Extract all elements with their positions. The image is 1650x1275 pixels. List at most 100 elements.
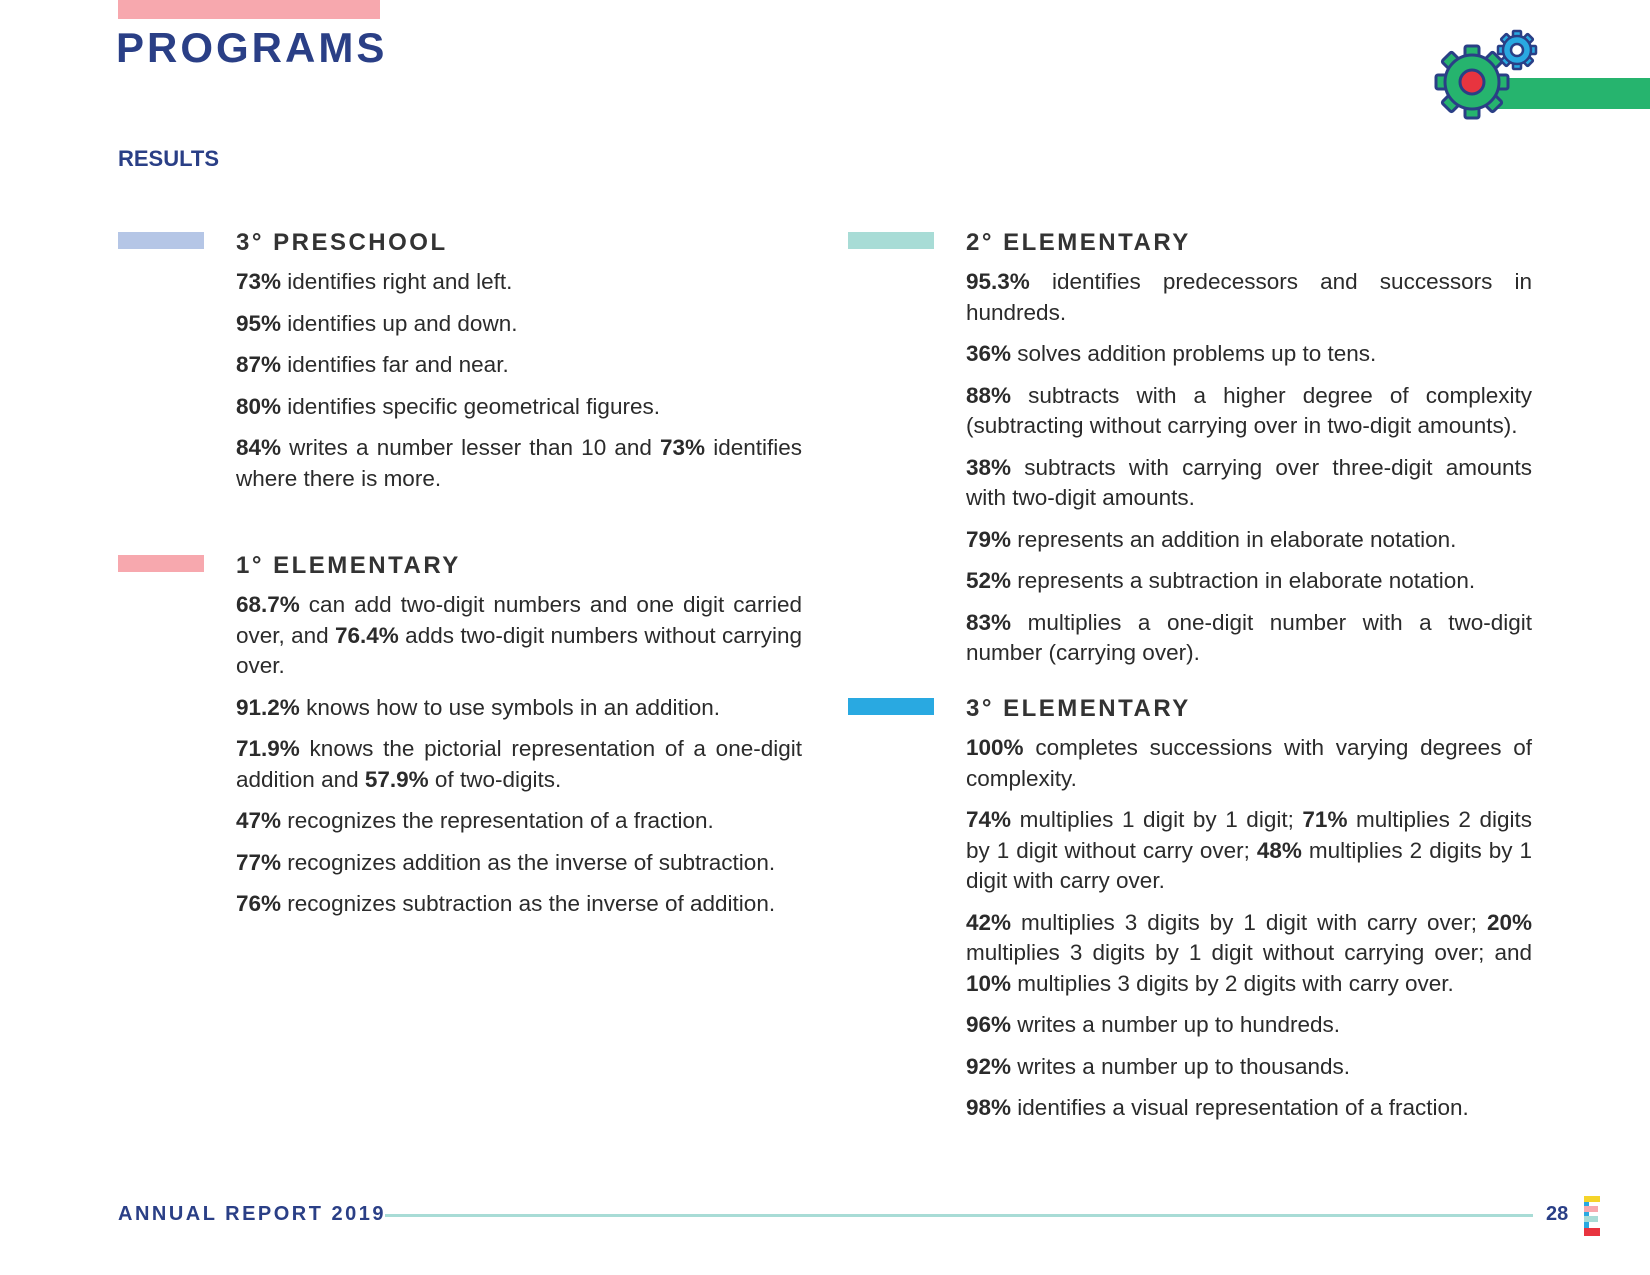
result-item: 96% writes a number up to hundreds. <box>966 1010 1532 1041</box>
stat-value: 73% <box>236 269 282 294</box>
section-heading: 3° PRESCHOOL <box>236 229 448 256</box>
result-item: 47% recognizes the representation of a f… <box>236 806 802 837</box>
footer-report: ANNUAL REPORT 2019 <box>118 1203 387 1225</box>
stat-value: 84% <box>236 435 282 460</box>
page-title: PROGRAMS <box>116 24 388 71</box>
result-item: 100% completes successions with varying … <box>966 733 1532 794</box>
stat-text: identifies far and near. <box>281 352 509 377</box>
stat-text: adds two-digit numbers without carrying … <box>236 622 802 679</box>
stat-value: 95.3% <box>966 269 1030 294</box>
page-number: 28 <box>1546 1203 1569 1225</box>
stat-text: multiplies 2 digits by 1 digit with carr… <box>966 837 1532 894</box>
result-section: 1° ELEMENTARY 68.7% can add two-digit num… <box>118 552 802 931</box>
stat-value: 71.9% <box>236 736 300 761</box>
stat-value: 52% <box>966 568 1012 593</box>
stat-value: 42% <box>966 909 1012 935</box>
result-item: 36% solves addition problems up to tens. <box>966 339 1532 370</box>
stat-value: 48% <box>1256 837 1302 863</box>
result-item: 52% represents a subtraction in elaborat… <box>966 566 1532 597</box>
stat-text: identifies a visual representation of a … <box>1011 1095 1469 1120</box>
stat-text: subtracts with carrying over three-digit… <box>966 454 1532 511</box>
section-marker <box>118 555 204 572</box>
result-item: 92% writes a number up to thousands. <box>966 1052 1532 1083</box>
stat-value: 57.9% <box>364 766 429 792</box>
stat-text: identifies right and left. <box>281 269 513 294</box>
stat-text: recognizes subtraction as the inverse of… <box>281 891 776 916</box>
stat-text: represents an addition in elaborate nota… <box>1011 526 1457 552</box>
stat-text: identifies where there is more. <box>236 435 802 491</box>
footer-rule <box>385 1214 1533 1217</box>
stat-value: 38% <box>966 454 1012 480</box>
result-item: 76% recognizes subtraction as the invers… <box>236 889 802 920</box>
section-heading: 2° ELEMENTARY <box>966 229 1191 256</box>
result-item: 83% multiplies a one-digit number with a… <box>966 608 1532 669</box>
section-marker <box>118 232 204 249</box>
result-item: 87% identifies far and near. <box>236 350 802 381</box>
stat-value: 76.4% <box>335 622 399 648</box>
stat-value: 77% <box>236 849 282 875</box>
result-item: 80% identifies specific geometrical figu… <box>236 392 802 423</box>
stat-text: multiplies 3 digits by 1 digit without c… <box>966 940 1532 965</box>
result-item: 74% multiplies 1 digit by 1 digit; 71% m… <box>966 805 1532 897</box>
section-heading: 3° ELEMENTARY <box>966 695 1191 722</box>
stat-value: 80% <box>236 393 282 419</box>
stat-value: 100% <box>966 735 1024 760</box>
stat-text: writes a number lesser than 10 and <box>281 435 661 460</box>
result-item: 68.7% can add two-digit numbers and one … <box>236 590 802 682</box>
stat-value: 36% <box>966 341 1012 366</box>
stat-value: 98% <box>966 1095 1012 1120</box>
stat-value: 92% <box>966 1053 1012 1079</box>
stat-value: 79% <box>966 526 1012 552</box>
stat-text: multiplies a one-digit number with a two… <box>966 609 1532 666</box>
stat-text: identifies predecessors and successors i… <box>966 269 1532 325</box>
stat-value: 20% <box>1486 909 1532 935</box>
stat-text: knows the pictorial representation of a … <box>236 736 802 792</box>
section-heading: 1° ELEMENTARY <box>236 552 461 579</box>
stat-value: 87% <box>236 352 282 377</box>
result-item: 95.3% identifies predecessors and succes… <box>966 267 1532 328</box>
stat-value: 96% <box>966 1012 1012 1037</box>
stat-text: completes successions with varying degre… <box>966 735 1532 791</box>
result-item: 38% subtracts with carrying over three-d… <box>966 453 1532 514</box>
section-marker <box>848 698 934 715</box>
section-marker <box>848 232 934 249</box>
result-section: 3° ELEMENTARY 100% completes successions … <box>848 695 1532 1135</box>
stat-text: subtracts with a higher degree of comple… <box>966 382 1532 439</box>
stat-value: 83% <box>966 609 1012 635</box>
result-item: 79% represents an addition in elaborate … <box>966 525 1532 556</box>
stat-text: identifies specific geometrical figures. <box>281 393 660 419</box>
stat-text: multiplies 3 digits by 1 digit with carr… <box>1011 909 1487 935</box>
stat-text: identifies up and down. <box>281 310 518 336</box>
result-section: 2° ELEMENTARY 95.3% identifies predecesso… <box>848 229 1532 680</box>
result-item: 42% multiplies 3 digits by 1 digit with … <box>966 908 1532 1000</box>
stat-text: can add two-digit numbers and one digit … <box>236 592 802 648</box>
result-item: 73% identifies right and left. <box>236 267 802 298</box>
stat-text: writes a number up to thousands. <box>1011 1053 1350 1079</box>
stat-value: 47% <box>236 808 282 833</box>
stat-text: multiplies 2 digits by 1 digit without c… <box>966 807 1532 863</box>
stat-text: solves addition problems up to tens. <box>1011 341 1377 366</box>
stat-value: 68.7% <box>236 592 300 617</box>
stat-value: 10% <box>966 970 1012 996</box>
stat-text: multiplies 3 digits by 2 digits with car… <box>1011 970 1454 996</box>
section-label: RESULTS <box>118 146 220 171</box>
result-item: 71.9% knows the pictorial representation… <box>236 734 802 795</box>
accent-bar <box>1494 78 1650 109</box>
result-item: 77% recognizes addition as the inverse o… <box>236 848 802 879</box>
stat-text: of two-digits. <box>428 766 562 792</box>
result-item: 98% identifies a visual representation o… <box>966 1093 1532 1124</box>
gears-icon <box>1434 29 1538 120</box>
stat-value: 71% <box>1302 807 1348 832</box>
stat-text: recognizes addition as the inverse of su… <box>281 849 776 875</box>
stat-value: 95% <box>236 310 282 336</box>
result-item: 88% subtracts with a higher degree of co… <box>966 381 1532 442</box>
stat-text: represents a subtraction in elaborate no… <box>1011 568 1476 593</box>
stat-text: knows how to use symbols in an addition. <box>299 694 721 720</box>
result-item: 95% identifies up and down. <box>236 309 802 340</box>
result-item: 84% writes a number lesser than 10 and 7… <box>236 433 802 494</box>
stat-value: 91.2% <box>236 694 300 720</box>
result-section: 3° PRESCHOOL 73% identifies right and lef… <box>118 229 802 505</box>
logo <box>1584 1196 1600 1236</box>
stat-text: recognizes the representation of a fract… <box>281 808 714 833</box>
